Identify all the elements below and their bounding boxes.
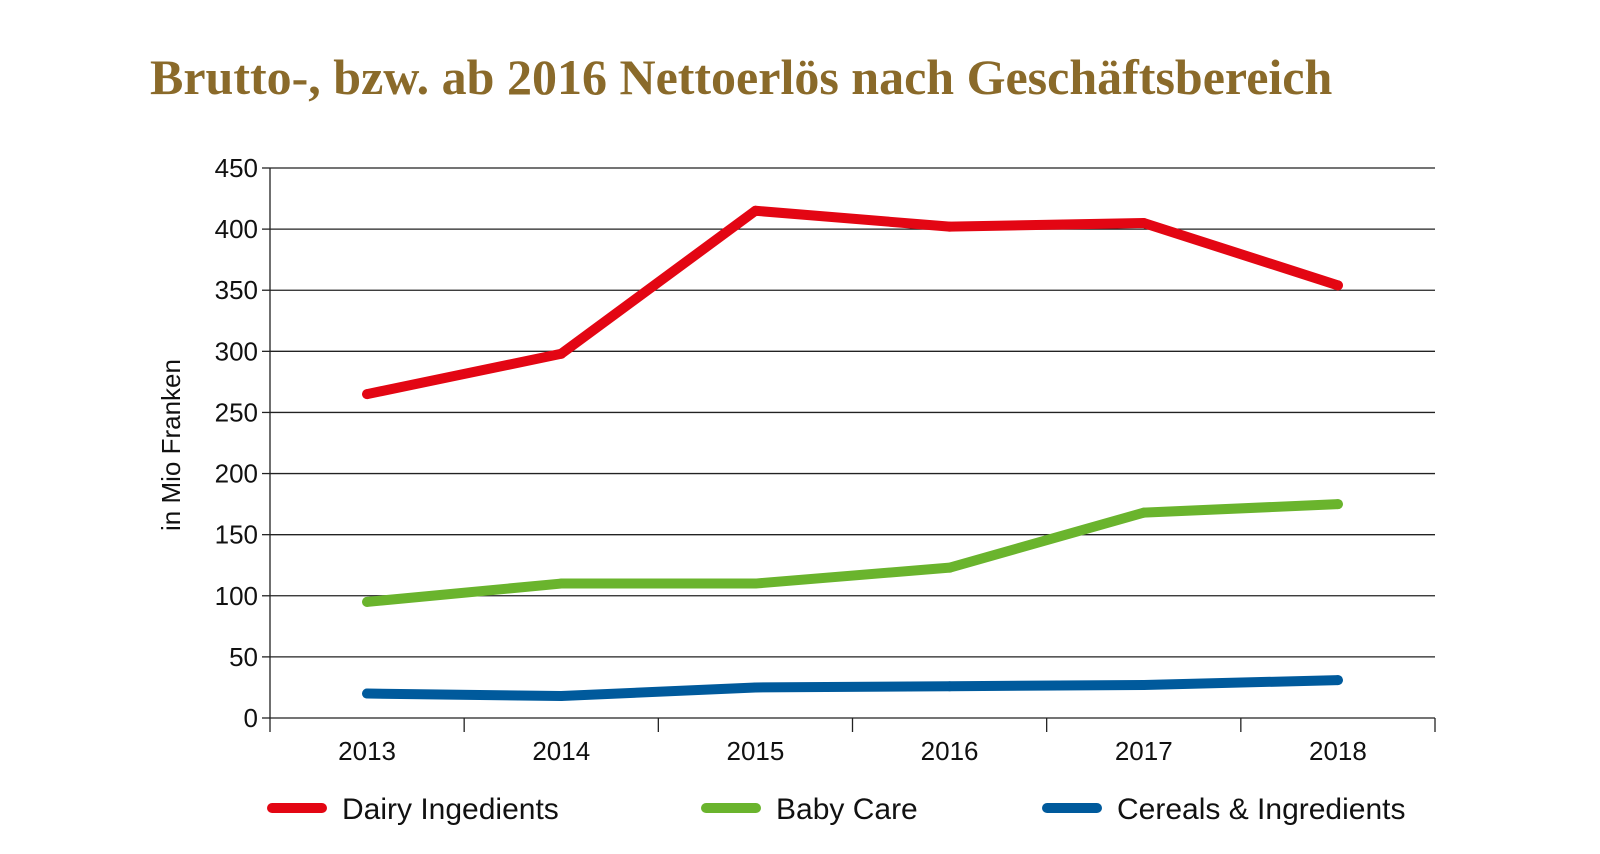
y-tick-label: 400 (215, 214, 258, 244)
legend: Dairy Ingedients Baby Care Cereals & Ingre… (267, 793, 1406, 826)
y-tick-label: 0 (244, 703, 258, 733)
data-point (362, 389, 373, 400)
y-tick-label: 450 (215, 153, 258, 183)
y-tick-label: 100 (215, 581, 258, 611)
x-tick-label: 2017 (1115, 736, 1173, 766)
data-point (944, 562, 955, 573)
data-point (556, 578, 567, 589)
data-point (750, 578, 761, 589)
x-tick-label: 2016 (921, 736, 979, 766)
legend-label: Cereals & Ingredients (1117, 793, 1406, 826)
x-axis: 2013 2014 2015 2016 2017 2018 (269, 168, 1436, 766)
data-point (944, 221, 955, 232)
data-point (362, 596, 373, 607)
legend-label: Baby Care (776, 793, 918, 826)
legend-label: Dairy Ingedients (342, 793, 559, 826)
data-point (556, 348, 567, 359)
x-tick-label: 2015 (726, 736, 784, 766)
y-axis-label: in Mio Franken (156, 359, 186, 531)
data-point (1138, 680, 1149, 690)
data-point (1332, 675, 1343, 686)
series-lines (362, 205, 1343, 701)
y-tick-label: 350 (215, 275, 258, 305)
gridlines (270, 167, 1435, 658)
y-tick-label: 150 (215, 520, 258, 550)
data-point (362, 688, 373, 699)
x-tick-label: 2013 (338, 736, 396, 766)
y-axis-ticks: 0 50 100 150 200 250 300 350 400 450 (215, 153, 270, 733)
series-line-1 (362, 499, 1343, 607)
y-tick-label: 250 (215, 397, 258, 427)
y-tick-label: 50 (229, 642, 258, 672)
y-tick-label: 200 (215, 459, 258, 489)
data-point (1138, 507, 1149, 518)
y-tick-label: 300 (215, 336, 258, 366)
x-tick-label: 2014 (532, 736, 590, 766)
data-point (556, 691, 567, 701)
series-line-0 (362, 205, 1343, 400)
data-point (944, 681, 955, 692)
data-point (750, 682, 761, 693)
chart-title: Brutto-, bzw. ab 2016 Nettoerlös nach Ge… (150, 49, 1333, 105)
data-point (1332, 499, 1343, 510)
x-tick-label: 2018 (1309, 736, 1367, 766)
data-point (1332, 280, 1343, 291)
series-line-2 (362, 675, 1343, 701)
data-point (750, 205, 761, 216)
data-point (1138, 218, 1149, 228)
